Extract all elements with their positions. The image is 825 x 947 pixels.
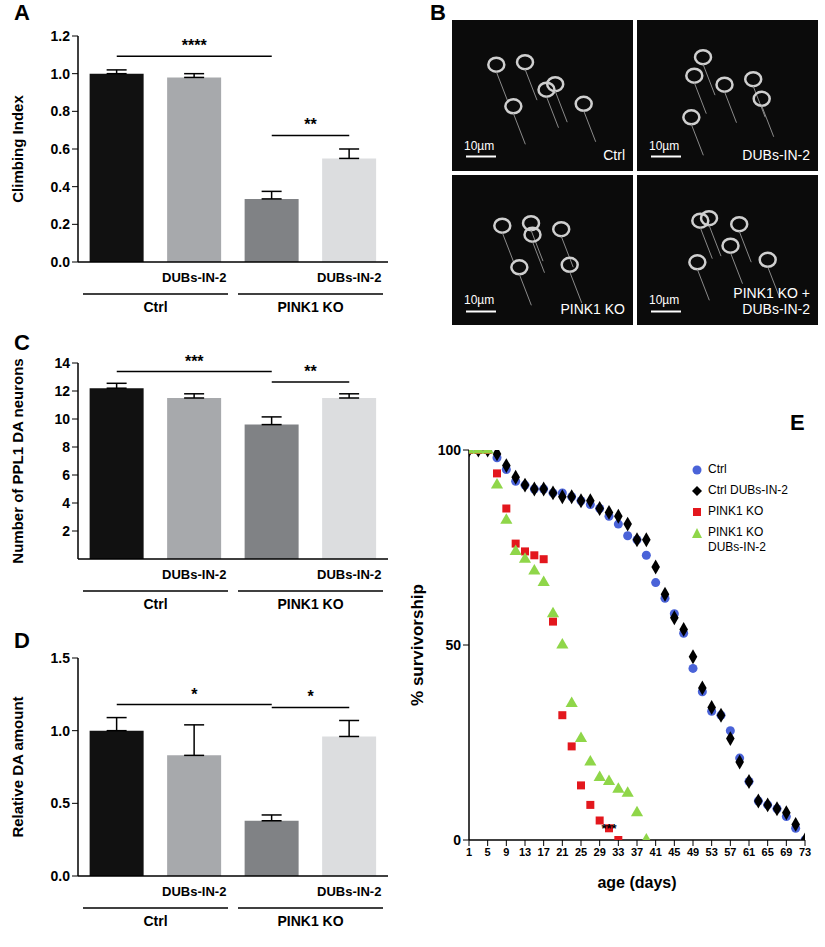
svg-text:45: 45 <box>668 846 680 858</box>
svg-text:DUBs-IN-2: DUBs-IN-2 <box>317 884 381 899</box>
svg-text:2: 2 <box>62 523 70 539</box>
svg-text:100: 100 <box>438 442 462 458</box>
html-text:10µm: 10µm <box>649 138 680 153</box>
svg-text:1: 1 <box>466 846 472 858</box>
svg-text:29: 29 <box>594 846 606 858</box>
svg-text:73: 73 <box>799 846 811 858</box>
svg-text:25: 25 <box>575 846 587 858</box>
svg-text:1.0: 1.0 <box>51 723 71 739</box>
svg-text:DUBs-IN-2: DUBs-IN-2 <box>162 270 226 285</box>
svg-text:61: 61 <box>743 846 755 858</box>
svg-text:0.6: 0.6 <box>51 141 71 157</box>
html-text:10µm: 10µm <box>464 293 495 307</box>
svg-text:PINK1 KO: PINK1 KO <box>277 596 343 612</box>
svg-text:1.0: 1.0 <box>51 66 71 82</box>
html-text:10µm: 10µm <box>649 293 680 307</box>
html-text:PINK1 KO: PINK1 KO <box>560 301 625 317</box>
svg-text:*: * <box>307 688 314 705</box>
html-text:Ctrl DUBs-IN-2: Ctrl DUBs-IN-2 <box>708 483 788 497</box>
svg-text:57: 57 <box>724 846 736 858</box>
svg-text:DUBs-IN-2: DUBs-IN-2 <box>162 567 226 582</box>
svg-text:12: 12 <box>54 383 70 399</box>
svg-text:1.5: 1.5 <box>51 650 71 666</box>
svg-text:5: 5 <box>485 846 491 858</box>
svg-text:DUBs-IN-2: DUBs-IN-2 <box>162 884 226 899</box>
svg-text:50: 50 <box>445 637 461 653</box>
svg-text:0.0: 0.0 <box>51 254 71 270</box>
html-text:E: E <box>790 410 805 435</box>
svg-text:0: 0 <box>453 832 461 848</box>
svg-text:49: 49 <box>687 846 699 858</box>
svg-text:Ctrl: Ctrl <box>143 913 167 929</box>
svg-text:65: 65 <box>762 846 774 858</box>
svg-text:33: 33 <box>612 846 624 858</box>
svg-text:6: 6 <box>62 467 70 483</box>
svg-text:0.5: 0.5 <box>51 795 71 811</box>
svg-text:1.2: 1.2 <box>51 28 71 44</box>
svg-text:***: *** <box>185 353 204 370</box>
svg-text:% survivorship: % survivorship <box>408 584 427 706</box>
svg-text:Number of PPL1 DA neurons: Number of PPL1 DA neurons <box>9 358 26 563</box>
html-text:C: C <box>14 330 30 355</box>
svg-text:*: * <box>191 686 198 703</box>
html-text:D: D <box>14 628 30 653</box>
html-text:B: B <box>430 0 446 25</box>
svg-text:**: ** <box>304 116 317 133</box>
html-text:PINK1 KO: PINK1 KO <box>708 504 764 518</box>
svg-text:8: 8 <box>62 439 70 455</box>
svg-text:9: 9 <box>503 846 509 858</box>
svg-text:0.0: 0.0 <box>51 868 71 884</box>
svg-text:53: 53 <box>706 846 718 858</box>
svg-text:PINK1 KO: PINK1 KO <box>277 299 343 315</box>
svg-text:21: 21 <box>556 846 568 858</box>
svg-text:**: ** <box>304 363 317 380</box>
html-text:PINK1 KO DUBs-IN-2: PINK1 KO DUBs-IN-2 <box>708 525 766 554</box>
svg-text:4: 4 <box>62 495 70 511</box>
svg-text:Climbing Index: Climbing Index <box>9 95 26 203</box>
svg-text:14: 14 <box>54 355 70 371</box>
svg-text:DUBs-IN-2: DUBs-IN-2 <box>317 270 381 285</box>
svg-text:10: 10 <box>54 411 70 427</box>
svg-text:0.2: 0.2 <box>51 216 71 232</box>
svg-text:Relative DA amount: Relative DA amount <box>9 696 26 837</box>
svg-text:13: 13 <box>519 846 531 858</box>
svg-text:PINK1 KO: PINK1 KO <box>277 913 343 929</box>
svg-text:age (days): age (days) <box>597 874 676 891</box>
html-text:A: A <box>14 0 30 25</box>
html-text:10µm: 10µm <box>464 138 495 153</box>
svg-text:Ctrl: Ctrl <box>143 596 167 612</box>
svg-text:41: 41 <box>650 846 662 858</box>
svg-text:37: 37 <box>631 846 643 858</box>
svg-text:0.8: 0.8 <box>51 103 71 119</box>
svg-text:***: *** <box>601 821 617 836</box>
svg-text:17: 17 <box>538 846 550 858</box>
svg-text:Ctrl: Ctrl <box>143 299 167 315</box>
html-text:DUBs-IN-2: DUBs-IN-2 <box>742 146 810 163</box>
svg-text:****: **** <box>182 37 208 54</box>
html-text:Ctrl: Ctrl <box>708 462 727 476</box>
svg-text:0.4: 0.4 <box>51 179 71 195</box>
svg-text:DUBs-IN-2: DUBs-IN-2 <box>317 567 381 582</box>
svg-text:69: 69 <box>780 846 792 858</box>
html-text:PINK1 KO + DUBs-IN-2: PINK1 KO + DUBs-IN-2 <box>733 285 810 317</box>
html-text:Ctrl: Ctrl <box>603 146 625 163</box>
